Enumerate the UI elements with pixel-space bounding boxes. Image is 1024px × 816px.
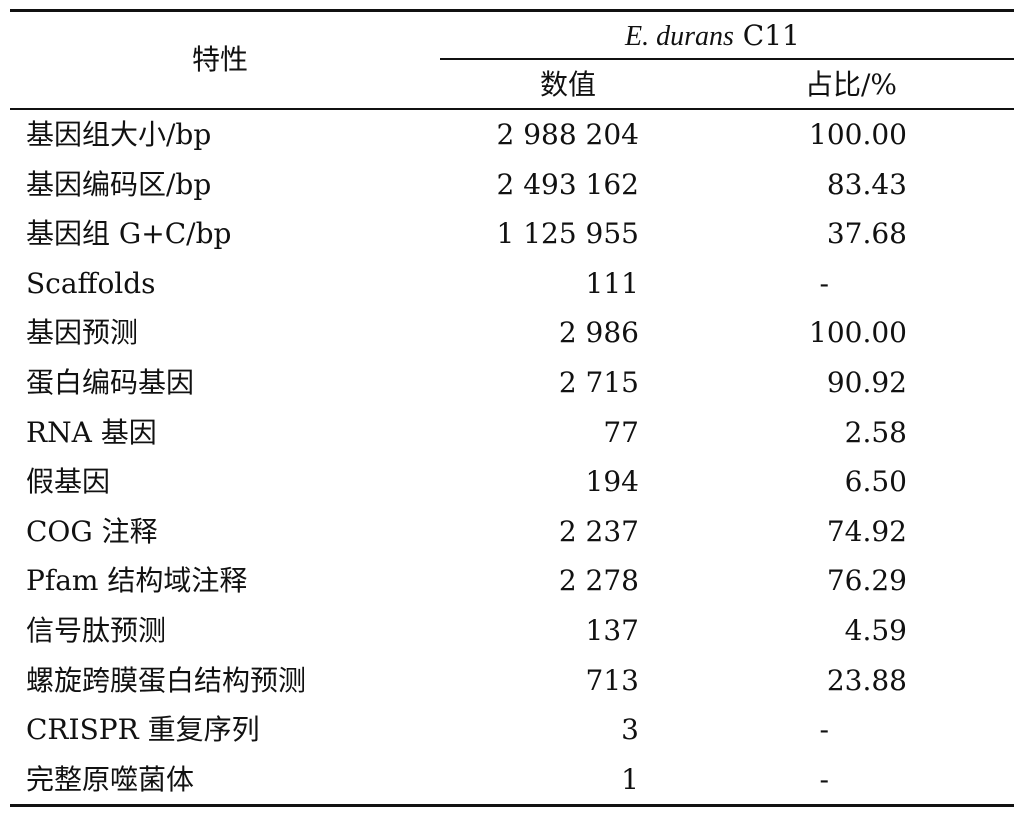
row-ratio: 2.58 [844, 415, 907, 449]
table-row: RNA 基因 77 2.58 [10, 411, 1014, 461]
row-ratio: 90.92 [826, 365, 907, 399]
row-label: COG 注释 [26, 514, 158, 548]
row-label: 假基因 [26, 465, 111, 499]
row-label: 基因预测 [26, 316, 139, 350]
table-row: 螺旋跨膜蛋白结构预测 713 23.88 [10, 659, 1014, 709]
row-label: CRISPR 重复序列 [26, 713, 260, 747]
table-row: 蛋白编码基因 2 715 90.92 [10, 361, 1014, 411]
row-value: 713 [585, 663, 639, 697]
row-ratio: 4.59 [844, 613, 907, 647]
table-row: CRISPR 重复序列 3 - [10, 708, 1014, 758]
row-label: 信号肽预测 [26, 613, 167, 647]
row-value: 111 [585, 266, 639, 300]
row-ratio: 76.29 [826, 564, 907, 598]
strain-species-name: E. durans [625, 21, 734, 52]
row-ratio: 100.00 [809, 118, 907, 151]
row-label: RNA 基因 [26, 415, 157, 449]
table-row: 基因组 G+C/bp 1 125 955 37.68 [10, 212, 1014, 262]
table-row: 基因组大小/bp 2 988 204 100.00 [10, 113, 1014, 163]
strain-code: C11 [733, 19, 800, 52]
genome-feature-table: 特性 E. durans C11 数值 占比/% 基因组大小/bp 2 988 2… [10, 9, 1014, 807]
row-value: 1 125 955 [496, 217, 639, 251]
row-label: 基因组 G+C/bp [26, 217, 232, 251]
row-value: 2 986 [558, 316, 639, 350]
table-row: 假基因 194 6.50 [10, 460, 1014, 510]
column-group-title: E. durans C11 [625, 22, 800, 51]
row-value: 2 715 [558, 365, 639, 399]
row-label: 蛋白编码基因 [26, 365, 195, 399]
row-ratio: - [819, 713, 829, 747]
column-header-value: 数值 [540, 68, 597, 101]
table-row: Pfam 结构域注释 2 278 76.29 [10, 559, 1014, 609]
table-row: 基因编码区/bp 2 493 162 83.43 [10, 163, 1014, 213]
row-value: 3 [621, 713, 639, 747]
table-row: 基因预测 2 986 100.00 [10, 311, 1014, 361]
row-value: 2 237 [558, 514, 639, 548]
row-value: 194 [585, 465, 639, 499]
table-row: COG 注释 2 237 74.92 [10, 510, 1014, 560]
column-header-characteristic: 特性 [192, 43, 249, 76]
row-ratio: 100.00 [809, 316, 907, 350]
row-ratio: 74.92 [826, 514, 907, 548]
column-header-ratio: 占比/% [805, 68, 898, 101]
row-value: 2 493 162 [496, 167, 639, 201]
group-header-rule [440, 58, 1014, 60]
row-value: 137 [585, 613, 639, 647]
table-body: 基因组大小/bp 2 988 204 100.00 基因编码区/bp 2 493 162… [10, 113, 1014, 807]
row-ratio: 23.88 [826, 663, 907, 697]
row-ratio: - [819, 266, 829, 300]
row-value: 2 988 204 [496, 118, 639, 151]
row-label: 螺旋跨膜蛋白结构预测 [26, 663, 307, 697]
table-top-rule [10, 9, 1014, 12]
row-label: 基因编码区/bp [26, 167, 212, 201]
row-ratio: 83.43 [826, 167, 907, 201]
row-label: 基因组大小/bp [26, 118, 212, 151]
row-ratio: - [819, 762, 829, 796]
header-bottom-rule [10, 108, 1014, 110]
table-row: Scaffolds 111 - [10, 262, 1014, 312]
table-row: 完整原噬菌体 1 - [10, 758, 1014, 808]
table-bottom-rule [10, 804, 1014, 807]
row-label: Pfam 结构域注释 [26, 564, 248, 598]
row-value: 1 [621, 762, 639, 796]
row-value: 77 [603, 415, 639, 449]
row-value: 2 278 [558, 564, 639, 598]
table-row: 信号肽预测 137 4.59 [10, 609, 1014, 659]
row-label: 完整原噬菌体 [26, 762, 195, 796]
row-label: Scaffolds [26, 266, 156, 300]
row-ratio: 37.68 [826, 217, 907, 251]
row-ratio: 6.50 [844, 465, 907, 499]
